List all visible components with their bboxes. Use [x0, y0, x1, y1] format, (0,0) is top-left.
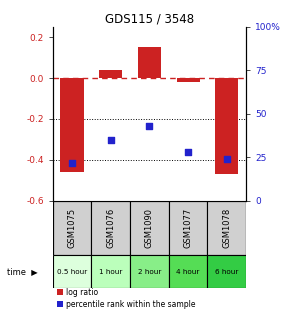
Bar [169, 255, 207, 288]
Bar [207, 201, 246, 255]
Legend: log ratio, percentile rank within the sample: log ratio, percentile rank within the sa… [57, 288, 195, 308]
Bar [215, 78, 239, 174]
Bar [99, 70, 122, 78]
Bar [130, 255, 169, 288]
Text: GSM1075: GSM1075 [68, 208, 76, 248]
Bar [176, 78, 200, 82]
Bar [138, 47, 161, 78]
Text: GSM1078: GSM1078 [222, 208, 231, 248]
Text: 2 hour: 2 hour [138, 268, 161, 275]
Text: 6 hour: 6 hour [215, 268, 239, 275]
Text: 1 hour: 1 hour [99, 268, 122, 275]
Bar [53, 255, 91, 288]
Text: 0.5 hour: 0.5 hour [57, 268, 87, 275]
Point [70, 160, 74, 165]
Point [186, 150, 190, 155]
Bar [130, 201, 169, 255]
Point [224, 157, 229, 162]
Point [147, 123, 152, 129]
Bar [91, 255, 130, 288]
Text: 4 hour: 4 hour [176, 268, 200, 275]
Text: time  ▶: time ▶ [6, 267, 37, 276]
Bar [169, 201, 207, 255]
Text: GSM1077: GSM1077 [184, 208, 193, 248]
Text: GSM1090: GSM1090 [145, 208, 154, 248]
Bar [207, 255, 246, 288]
Text: GSM1076: GSM1076 [106, 208, 115, 248]
Bar [60, 78, 84, 172]
Point [108, 137, 113, 143]
Bar [53, 201, 91, 255]
Title: GDS115 / 3548: GDS115 / 3548 [105, 13, 194, 26]
Bar [91, 201, 130, 255]
